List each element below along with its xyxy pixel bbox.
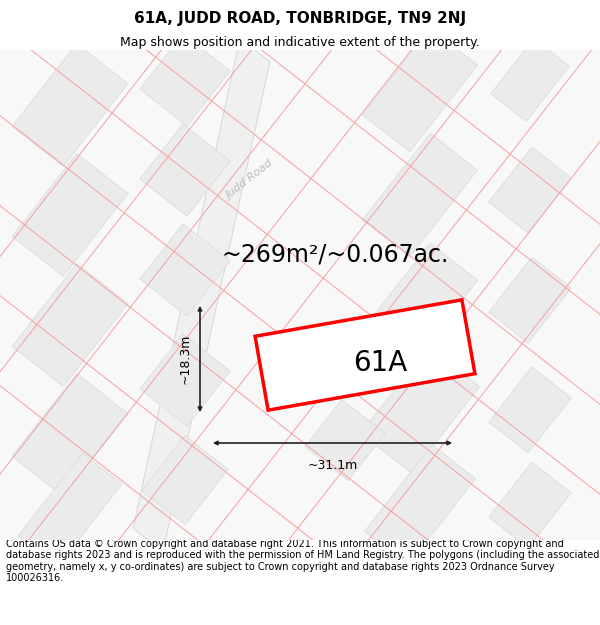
Text: ~18.3m: ~18.3m <box>179 334 192 384</box>
Polygon shape <box>362 28 478 152</box>
Polygon shape <box>12 154 128 276</box>
Polygon shape <box>362 243 478 367</box>
Text: Map shows position and indicative extent of the property.: Map shows position and indicative extent… <box>120 36 480 49</box>
Polygon shape <box>140 224 230 316</box>
Polygon shape <box>140 124 230 216</box>
Polygon shape <box>362 133 478 257</box>
Polygon shape <box>361 347 479 473</box>
Polygon shape <box>364 445 476 565</box>
Text: Contains OS data © Crown copyright and database right 2021. This information is : Contains OS data © Crown copyright and d… <box>6 539 599 583</box>
Polygon shape <box>133 38 270 552</box>
Polygon shape <box>489 147 571 233</box>
Polygon shape <box>140 34 230 126</box>
Polygon shape <box>12 374 128 496</box>
Polygon shape <box>140 334 230 426</box>
Polygon shape <box>12 44 128 166</box>
Polygon shape <box>491 39 569 121</box>
Text: 61A, JUDD ROAD, TONBRIDGE, TN9 2NJ: 61A, JUDD ROAD, TONBRIDGE, TN9 2NJ <box>134 11 466 26</box>
Polygon shape <box>489 257 571 343</box>
Polygon shape <box>142 436 228 524</box>
Polygon shape <box>489 462 571 548</box>
Polygon shape <box>489 367 571 453</box>
Polygon shape <box>12 264 128 386</box>
Text: ~269m²/~0.067ac.: ~269m²/~0.067ac. <box>221 243 449 267</box>
Text: 61A: 61A <box>353 349 407 377</box>
Text: Judd Road: Judd Road <box>224 159 275 201</box>
Polygon shape <box>255 300 475 410</box>
Polygon shape <box>305 399 385 481</box>
Text: ~31.1m: ~31.1m <box>307 459 358 472</box>
Polygon shape <box>18 453 122 567</box>
